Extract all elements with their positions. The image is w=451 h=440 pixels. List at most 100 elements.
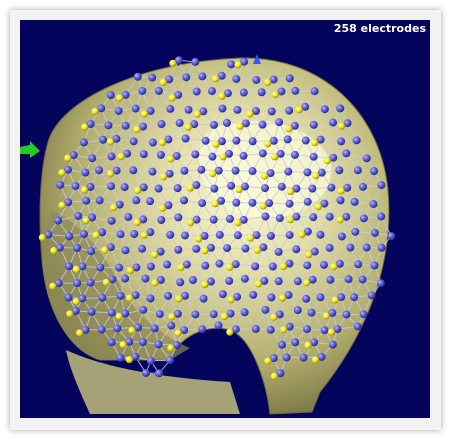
electrode-sphere-icon [308,185,316,193]
electrode-sphere-icon [258,88,266,96]
electrode-contact-icon [324,157,331,164]
electrode-contact-icon [254,247,261,254]
3d-head-electrode-viewport[interactable]: 258 electrodes [20,20,430,418]
electrode-contact-icon [264,357,271,364]
electrode-contact-icon [82,217,89,224]
electrode-sphere-icon [377,181,385,189]
electrode-sphere-icon [73,244,81,252]
electrode-contact-icon [195,235,202,242]
electrode-sphere-icon [267,293,275,301]
electrode-sphere-icon [174,213,182,221]
electrode-contact-icon [201,247,208,254]
electrode-sphere-icon [122,246,130,254]
electrode-sphere-icon [316,293,324,301]
electrode-sphere-icon [232,137,240,145]
electrode-sphere-icon [74,212,82,220]
electrode-sphere-icon [232,75,240,83]
electrode-contact-icon [236,123,243,130]
electrode-sphere-icon [201,262,209,270]
electrode-sphere-icon [65,293,73,301]
electrode-contact-icon [64,154,71,161]
electrode-contact-icon [212,141,219,148]
electrode-sphere-icon [351,198,359,206]
electrode-sphere-icon [276,214,284,222]
electrode-contact-icon [93,232,100,239]
electrode-sphere-icon [192,245,200,253]
electrode-sphere-icon [95,166,103,174]
electrode-sphere-icon [291,87,299,95]
electrode-sphere-icon [240,152,248,160]
electrode-sphere-icon [163,261,171,269]
electrode-sphere-icon [182,134,190,142]
electrode-contact-icon [168,313,175,320]
electrode-sphere-icon [157,120,165,128]
electrode-sphere-icon [251,262,259,270]
electrode-sphere-icon [210,310,218,318]
electrode-sphere-icon [269,263,277,271]
electrode-contact-icon [287,216,294,223]
electrode-sphere-icon [65,262,73,270]
electrode-sphere-icon [147,357,155,365]
electrode-sphere-icon [300,354,308,362]
electrode-sphere-icon [371,262,379,270]
electrode-sphere-icon [241,308,249,316]
electrode-sphere-icon [294,306,302,314]
electrode-contact-icon [92,108,99,115]
electrode-sphere-icon [166,356,174,364]
electrode-sphere-icon [122,122,130,130]
electrode-contact-icon [246,110,253,117]
electrode-contact-icon [271,153,278,160]
electrode-sphere-icon [223,119,231,127]
electrode-contact-icon [159,139,166,146]
electrode-sphere-icon [198,325,206,333]
electrode-sphere-icon [326,276,334,284]
electrode-contact-icon [141,110,148,117]
electrode-sphere-icon [363,154,371,162]
electrode-sphere-icon [210,121,218,129]
electrode-sphere-icon [132,105,140,113]
electrode-sphere-icon [115,107,123,115]
electrode-sphere-icon [226,215,234,223]
electrode-contact-icon [66,310,73,317]
electrode-sphere-icon [139,338,147,346]
electrode-contact-icon [227,296,234,303]
electrode-sphere-icon [147,294,155,302]
electrode-sphere-icon [360,214,368,222]
electrode-contact-icon [221,313,228,320]
electrode-sphere-icon [359,276,367,284]
electrode-sphere-icon [326,244,334,252]
electrode-sphere-icon [56,181,64,189]
electrode-sphere-icon [157,151,165,159]
electrode-sphere-icon [87,279,95,287]
electrode-sphere-icon [359,183,367,191]
electrode-contact-icon [235,61,242,68]
electrode-sphere-icon [329,341,337,349]
electrode-sphere-icon [121,275,129,283]
electrode-sphere-icon [267,232,275,240]
electrode-sphere-icon [249,291,257,299]
electrode-sphere-icon [71,182,79,190]
electrode-sphere-icon [117,230,125,238]
electrode-contact-icon [169,60,176,67]
electrode-sphere-icon [189,276,197,284]
electrode-sphere-icon [285,107,293,115]
electrode-sphere-icon [261,212,269,220]
electrode-sphere-icon [354,260,362,268]
electrode-sphere-icon [363,244,371,252]
electrode-sphere-icon [197,166,205,174]
electrode-sphere-icon [176,278,184,286]
head-mesh-scene[interactable] [20,20,430,418]
electrode-contact-icon [49,283,56,290]
electrode-sphere-icon [252,325,260,333]
electrode-contact-icon [159,205,166,212]
electrode-contact-icon [226,329,233,336]
electrode-sphere-icon [316,231,324,239]
electrode-contact-icon [167,155,174,162]
electrode-sphere-icon [240,89,248,97]
electrode-sphere-icon [107,91,115,99]
electrode-contact-icon [169,94,176,101]
electrode-sphere-icon [284,135,292,143]
electrode-sphere-icon [286,200,294,208]
electrode-contact-icon [209,170,216,177]
electrode-sphere-icon [336,104,344,112]
